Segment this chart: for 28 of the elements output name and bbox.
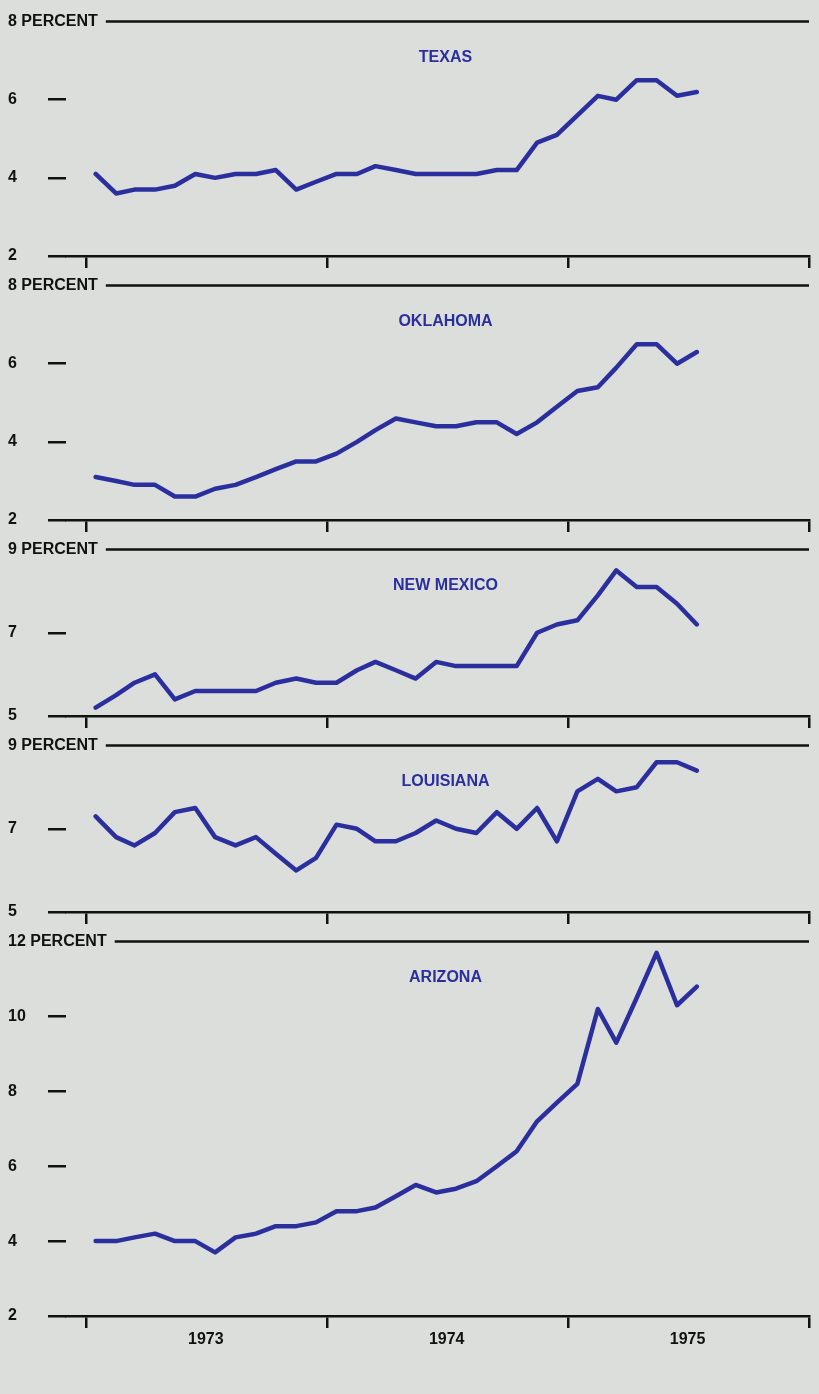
y-tick-label: 8 PERCENT [8,12,99,30]
y-tick-label: 4 [8,432,17,450]
y-tick-label: 8 PERCENT [8,276,99,294]
x-tick-label: 1973 [188,1330,224,1348]
text: ARIZONA [409,968,483,986]
y-tick-label: 10 [8,1006,26,1024]
y-tick-label: 7 [8,819,17,837]
y-tick-label: 7 [8,623,17,641]
y-tick-label: 5 [8,706,17,724]
text: LOUISIANA [401,772,490,790]
y-tick-label: 2 [8,510,17,528]
text: TEXAS [418,48,473,66]
text: OKLAHOMA [398,312,494,330]
y-tick-label: 6 [8,90,17,108]
y-tick-label: 6 [8,354,17,372]
y-tick-label: 8 [8,1081,17,1099]
y-tick-label: 2 [8,1306,17,1324]
y-tick-label: 4 [8,168,17,186]
y-tick-label: 12 PERCENT [8,932,107,950]
y-tick-label: 9 PERCENT [8,540,99,558]
y-tick-label: 6 [8,1156,17,1174]
y-tick-label: 5 [8,902,17,920]
text: NEW MEXICO [393,576,498,594]
y-tick-label: 9 PERCENT [8,736,99,754]
x-tick-label: 1975 [669,1330,706,1348]
y-tick-label: 2 [8,246,17,264]
y-tick-label: 4 [8,1231,17,1249]
x-tick-label: 1974 [428,1330,465,1348]
